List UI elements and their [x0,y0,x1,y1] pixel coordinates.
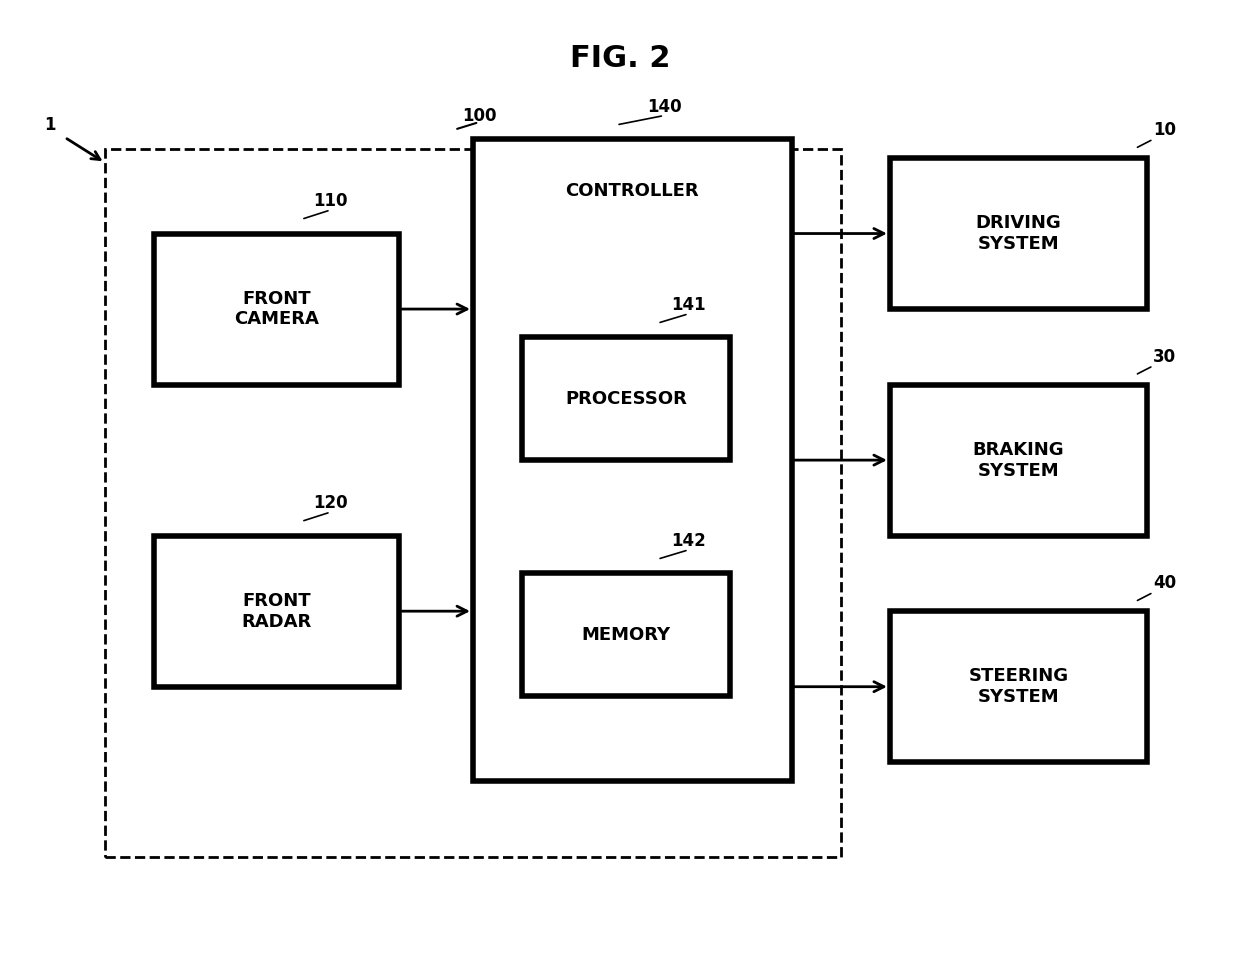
Text: 110: 110 [314,192,348,210]
Text: 30: 30 [1153,348,1177,366]
FancyBboxPatch shape [890,611,1147,763]
FancyBboxPatch shape [154,536,399,687]
FancyBboxPatch shape [522,574,730,696]
Text: BRAKING
SYSTEM: BRAKING SYSTEM [972,441,1064,480]
Text: 142: 142 [671,532,706,550]
Text: MEMORY: MEMORY [582,626,671,644]
Text: 1: 1 [45,116,56,134]
Text: PROCESSOR: PROCESSOR [565,390,687,408]
FancyBboxPatch shape [472,139,791,781]
Text: FRONT
RADAR: FRONT RADAR [242,592,311,630]
Text: STEERING
SYSTEM: STEERING SYSTEM [968,668,1069,706]
Text: 10: 10 [1153,121,1177,139]
Text: DRIVING
SYSTEM: DRIVING SYSTEM [976,215,1061,253]
FancyBboxPatch shape [522,337,730,460]
Text: 141: 141 [671,296,706,314]
Text: 40: 40 [1153,574,1177,592]
Text: 140: 140 [647,98,682,116]
FancyBboxPatch shape [890,158,1147,309]
FancyBboxPatch shape [154,234,399,384]
Text: 100: 100 [461,107,496,125]
Text: FRONT
CAMERA: FRONT CAMERA [234,289,319,329]
Text: 120: 120 [314,494,348,512]
FancyBboxPatch shape [890,384,1147,536]
Text: CONTROLLER: CONTROLLER [565,182,699,200]
Text: FIG. 2: FIG. 2 [569,44,671,74]
